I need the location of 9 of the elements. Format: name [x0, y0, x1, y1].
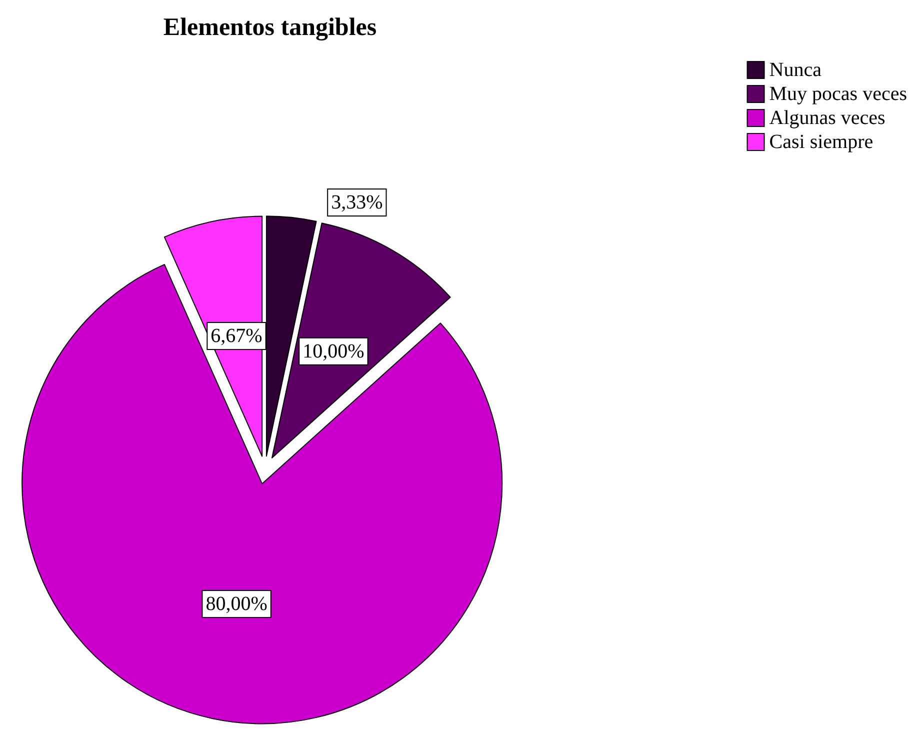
legend-label: Muy pocas veces [769, 83, 908, 105]
data-label: 6,67% [210, 324, 262, 347]
legend-label: Nunca [769, 59, 822, 81]
chart-title: Elementos tangibles [163, 14, 377, 41]
data-label: 80,00% [206, 593, 268, 616]
legend-label: Casi siempre [769, 131, 874, 153]
legend-label: Algunas veces [769, 107, 886, 129]
data-label: 10,00% [302, 340, 364, 362]
data-label: 3,33% [331, 191, 383, 214]
